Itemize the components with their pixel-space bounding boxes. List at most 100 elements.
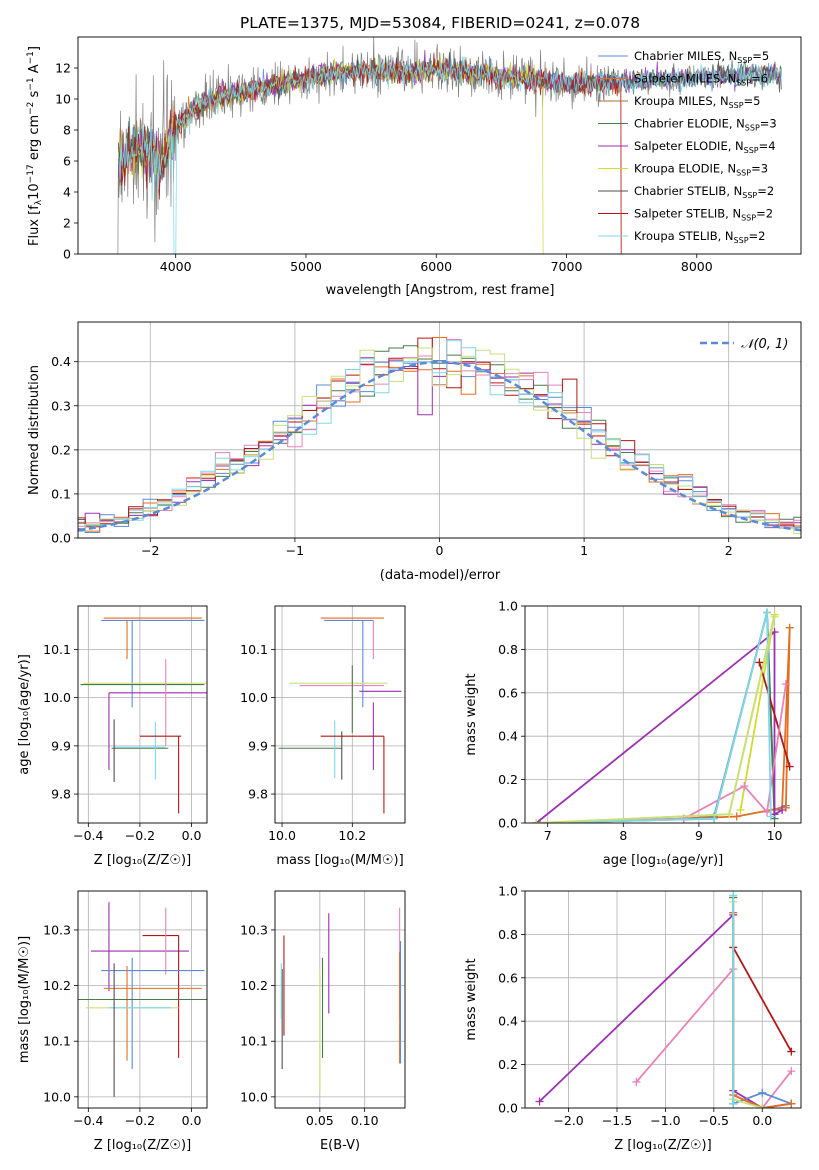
x-tick-label: 0.05: [306, 1113, 334, 1128]
weight-vs-age-panel: 7 8 9 10 0.0 0.2 0.4 0.6 0.8 1.0 age [log₁₀(age/yr…: [464, 599, 802, 868]
weight-series-line: [758, 662, 791, 767]
weight-series-line: [732, 946, 793, 1053]
x-tick-label: 0.0: [182, 828, 202, 843]
y-tick-label: 10: [55, 92, 71, 107]
y-tick-label: 9.9: [248, 738, 268, 753]
residuals-legend: 𝒩(0, 1): [700, 337, 788, 352]
histogram-steps: [78, 337, 801, 532]
weight-point-marker: [778, 805, 787, 814]
error-bars: [80, 617, 207, 814]
legend-label: Kroupa STELIB, NSSP=2: [634, 229, 765, 245]
axes-frame: [274, 605, 406, 824]
x-tick-label: 8: [619, 828, 627, 843]
reference-legend-label: 𝒩(0, 1): [741, 337, 788, 352]
weight-point-marker: [535, 1097, 544, 1106]
error-bars: [278, 617, 402, 814]
x-tick-label: 10.0: [268, 828, 296, 843]
x-tick-label: 9: [695, 828, 703, 843]
weight-point-marker: [770, 612, 779, 621]
y-tick-label: 10.1: [43, 1034, 71, 1049]
x-tick-label: 0.0: [182, 1113, 202, 1128]
spectrum-traces: [115, 37, 782, 254]
x-axis-label: Z [log₁₀(Z/Z☉)]: [94, 1138, 191, 1153]
legend-label: Chabrier STELIB, NSSP=2: [634, 184, 774, 200]
histogram-steps: [78, 357, 801, 530]
weight-point-marker: [710, 814, 719, 823]
weight-lines: [535, 891, 796, 1108]
age-vs-z-panel: −0.4 −0.2 0.0 9.8 9.9 10.0 10.1 Z [log₁₀(Z/Z☉)]…: [17, 605, 208, 868]
spectrum-panel: 4000 5000 6000 7000 8000 0 2 4 6 8 10 12 Chabrier M…: [26, 36, 802, 298]
y-tick-label: 0.8: [498, 927, 518, 942]
histogram-steps: [78, 339, 801, 527]
residuals-panel: −2 −1 0 1 2 0.0 0.1 0.2 0.3 0.4 𝒩(0, 1) (data-mod…: [27, 321, 802, 583]
x-tick-label: −2: [141, 543, 159, 558]
weight-series-line: [536, 683, 787, 823]
weight-point-marker: [787, 1067, 796, 1076]
y-tick-label: 10.0: [43, 690, 71, 705]
axes-frame: [524, 605, 802, 824]
y-tick-label: 0.0: [498, 1101, 518, 1116]
weight-point-marker: [785, 762, 794, 771]
y-tick-label: 10.2: [43, 978, 71, 993]
legend-label: Salpeter ELODIE, NSSP=4: [634, 139, 776, 155]
y-tick-label: 0.2: [51, 442, 71, 457]
x-tick-label: 6000: [420, 259, 452, 274]
residuals-ylabel: Normed distribution: [27, 365, 42, 495]
x-tick-label: −0.2: [125, 1113, 155, 1128]
residuals-plot-area: −2 −1 0 1 2 0.0 0.1 0.2 0.3 0.4: [51, 321, 802, 558]
y-tick-label: 2: [63, 216, 71, 231]
x-tick-label: 4000: [160, 259, 192, 274]
y-tick-label: 0.4: [498, 1014, 518, 1029]
legend-label: Kroupa ELODIE, NSSP=3: [634, 162, 768, 178]
weight-point-marker: [762, 808, 771, 817]
weight-series-line: [732, 901, 763, 1108]
x-tick-label: 0: [436, 543, 444, 558]
y-tick-label: 10.1: [240, 642, 268, 657]
x-axis-label: E(B-V): [320, 1138, 360, 1153]
y-tick-label: 10.0: [240, 690, 268, 705]
x-tick-label: 0.10: [351, 1113, 379, 1128]
y-tick-label: 10.3: [43, 922, 71, 937]
axes-frame: [77, 890, 208, 1109]
y-tick-label: 0.2: [498, 1057, 518, 1072]
axes-frame: [524, 890, 802, 1109]
x-tick-label: 1: [580, 543, 588, 558]
y-tick-label: 10.2: [240, 978, 268, 993]
weight-point-marker: [532, 819, 541, 823]
y-tick-label: 9.8: [248, 787, 268, 802]
weight-point-marker: [729, 1099, 738, 1108]
x-axis-label: Z [log₁₀(Z/Z☉)]: [614, 1138, 711, 1153]
weight-point-marker: [787, 1099, 796, 1108]
y-tick-label: 0.8: [498, 642, 518, 657]
weight-point-marker: [766, 812, 775, 821]
weight-point-marker: [762, 608, 771, 617]
x-tick-label: 2: [725, 543, 733, 558]
weight-series-line: [540, 627, 791, 823]
legend-label: Chabrier ELODIE, NSSP=3: [634, 117, 777, 133]
y-tick-label: 1.0: [498, 884, 518, 899]
x-tick-label: 7000: [551, 259, 583, 274]
weight-point-marker: [781, 680, 790, 689]
y-tick-label: 0.6: [498, 685, 518, 700]
axes-frame: [77, 605, 208, 824]
histogram-steps: [78, 347, 801, 535]
x-tick-label: −0.5: [699, 1113, 729, 1128]
axes-frame: [77, 36, 802, 255]
residuals-xlabel: (data-model)/error: [380, 568, 501, 583]
y-axis-label: mass weight: [464, 958, 479, 1040]
weight-point-marker: [632, 1077, 641, 1086]
y-tick-label: 10.3: [240, 922, 268, 937]
mass-vs-z-panel: −0.4 −0.2 0.0 10.0 10.1 10.2 10.3 Z [log₁₀(Z/Z☉…: [17, 890, 208, 1153]
y-tick-label: 0.2: [498, 772, 518, 787]
histogram-steps: [78, 337, 801, 529]
error-bars: [78, 902, 207, 1097]
y-tick-label: 0.4: [51, 354, 71, 369]
spectrum-plot-area: 4000 5000 6000 7000 8000 0 2 4 6 8 10 12: [55, 36, 802, 274]
x-axis-label: mass [log₁₀(M/M☉)]: [276, 853, 403, 868]
weight-point-marker: [732, 812, 741, 821]
x-tick-label: 0.0: [752, 1113, 772, 1128]
y-tick-label: 6: [63, 154, 71, 169]
y-axis-label: mass weight: [464, 673, 479, 755]
weight-point-marker: [758, 1104, 767, 1108]
